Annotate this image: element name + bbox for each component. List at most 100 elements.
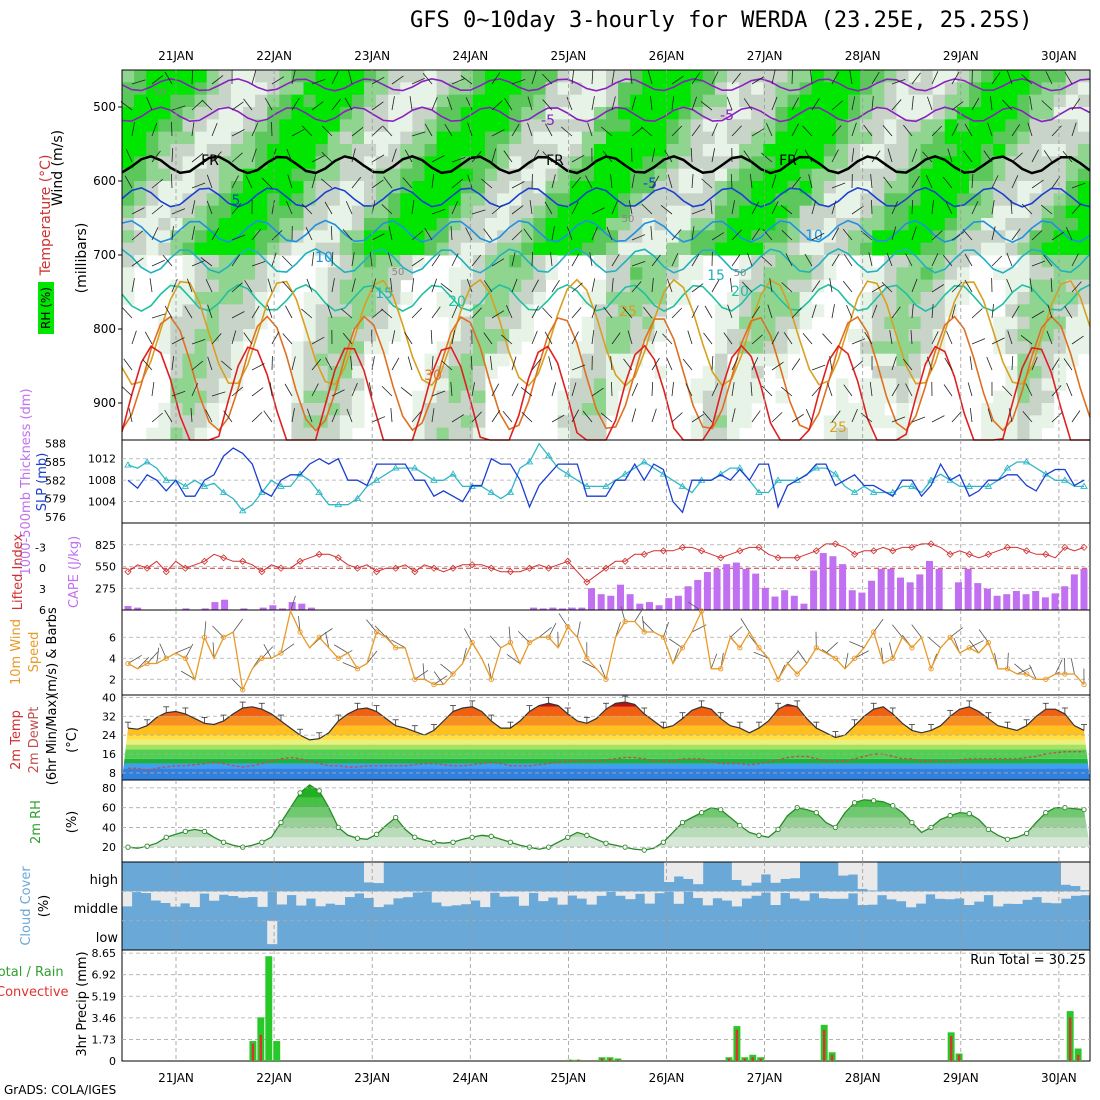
- wind-barb: [151, 178, 164, 189]
- data-point: [869, 488, 878, 495]
- wind-barb: [391, 96, 395, 111]
- wind-barb: [1051, 231, 1064, 241]
- wind-barb: [851, 408, 858, 423]
- isotherm-line: [121, 186, 1091, 208]
- wind-barb: [551, 279, 560, 293]
- cloud-gap: [547, 891, 558, 898]
- lifted-point: [908, 543, 916, 551]
- wind-barb: [269, 382, 273, 397]
- temp-tick-label: 32: [102, 710, 116, 723]
- wind-barb: [371, 179, 384, 189]
- data-point: [162, 476, 171, 483]
- wind-barb: [211, 333, 222, 345]
- cape-tick-label: 825: [95, 539, 116, 552]
- cape-bar: [568, 607, 576, 610]
- data-point: [219, 488, 228, 495]
- wind-barb: [531, 305, 539, 319]
- wind-barb: [926, 175, 933, 189]
- wind-barb: [631, 260, 646, 267]
- wind-barb: [491, 129, 505, 137]
- data-point: [794, 671, 800, 677]
- wind-barb: [231, 234, 246, 241]
- wind-barb: [281, 255, 293, 267]
- wind-barb: [331, 389, 345, 397]
- data-point: [679, 645, 686, 651]
- wind-barb: [231, 330, 237, 345]
- data-point: [718, 666, 724, 672]
- wind-barb-10m: [366, 650, 378, 664]
- wind-barb: [451, 157, 466, 163]
- data-point: [909, 819, 915, 826]
- data-point: [316, 788, 322, 794]
- wind-barb: [211, 75, 224, 85]
- wind-barb: [571, 282, 583, 293]
- isotherm-label: 10: [315, 250, 333, 266]
- wind-barb: [802, 333, 813, 345]
- cape-bar: [1080, 568, 1088, 610]
- lifted-point: [965, 550, 973, 558]
- wind-barb: [731, 200, 735, 215]
- precip-conv-bar: [608, 1058, 612, 1061]
- cloud-gap: [780, 862, 791, 879]
- wind-barb-10m: [290, 595, 296, 612]
- wind-barb-10m: [156, 647, 160, 664]
- date-label-top: 22JAN: [256, 49, 292, 63]
- cloud-gap: [857, 862, 868, 889]
- data-point: [144, 660, 150, 667]
- cape-bar: [954, 582, 962, 610]
- cloud-gap: [373, 891, 384, 908]
- wind-barb: [1065, 227, 1073, 241]
- wind-barb: [631, 408, 637, 423]
- wind-barb: [881, 281, 893, 293]
- data-point: [125, 660, 131, 667]
- wind-barb: [771, 70, 776, 85]
- wind-barb: [747, 252, 753, 267]
- wind-barb: [542, 99, 553, 111]
- cloud-gap: [199, 891, 210, 894]
- wind-barb-10m: [433, 671, 444, 685]
- precip-conv-bar: [600, 1058, 604, 1061]
- wind-barb: [651, 381, 654, 397]
- rh-band: [122, 817, 1090, 828]
- wind-barb: [751, 76, 765, 85]
- wind-barb: [983, 150, 993, 163]
- wind-barb: [551, 382, 557, 397]
- data-point: [928, 666, 934, 672]
- wind-barb: [520, 387, 533, 397]
- wind-barb: [1041, 100, 1053, 111]
- precip-conv-bar: [751, 1057, 754, 1061]
- wind-barb: [151, 382, 155, 397]
- wind-barb: [751, 410, 761, 423]
- ylabel-precip: 3hr Precip (mm): [75, 951, 90, 1056]
- wind-barb: [991, 255, 1003, 267]
- data-point: [775, 826, 781, 833]
- wind-barb: [931, 253, 939, 267]
- ylabel-temperature: Temperature (°C): [38, 155, 54, 277]
- wind-barb: [424, 123, 433, 137]
- cloud-gap: [906, 891, 917, 908]
- wind-barb: [766, 123, 773, 137]
- wind-barb: [905, 383, 913, 397]
- wind-barb: [131, 122, 135, 137]
- cloud-gap: [499, 891, 510, 897]
- wind-barb: [922, 151, 933, 163]
- cloud-gap: [364, 891, 375, 898]
- date-label-bottom: 27JAN: [747, 1071, 783, 1085]
- wind-barb: [631, 234, 646, 241]
- wind-barb: [751, 201, 760, 215]
- cloud-gap: [344, 891, 355, 898]
- data-point: [201, 828, 208, 835]
- lifted-point: [793, 554, 801, 562]
- wind-barb: [431, 174, 435, 189]
- temp-line: [127, 701, 1085, 741]
- wind-barb: [785, 253, 793, 267]
- wind-barb: [611, 70, 615, 85]
- wind-barb: [771, 331, 779, 345]
- wind-barb: [390, 408, 393, 423]
- wind-barb: [402, 177, 413, 189]
- slp-tick-label: 1008: [88, 474, 116, 487]
- cloud-gap: [460, 891, 471, 905]
- isotherm-label: FR: [546, 153, 564, 169]
- cloud-gap: [751, 891, 762, 896]
- data-point: [851, 800, 858, 806]
